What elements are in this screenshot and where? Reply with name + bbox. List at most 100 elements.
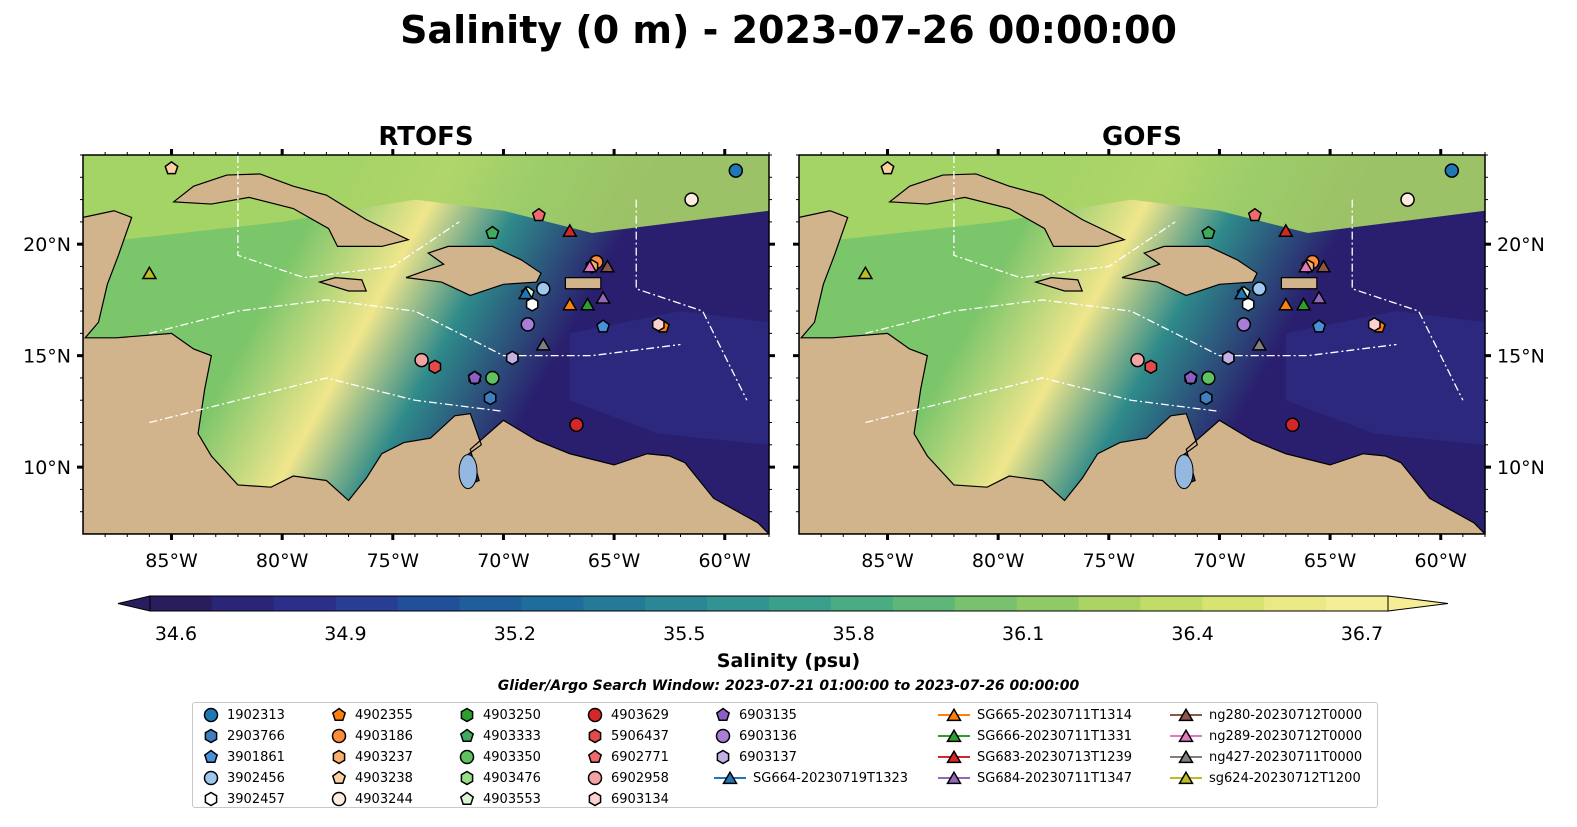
legend-marker-icon <box>332 749 346 765</box>
lake-maracaibo <box>458 454 478 490</box>
legend-marker-icon <box>938 707 970 722</box>
eez-boundary <box>1351 199 1464 401</box>
legend-marker-icon <box>938 728 970 743</box>
marker-6902958 <box>1130 352 1145 368</box>
legend-item: 6902958 <box>585 768 669 788</box>
eez-boundary <box>149 377 504 424</box>
marker-SG683-20230713T1239 <box>1278 223 1294 237</box>
marker-4903244 <box>1400 192 1415 207</box>
legend-marker-icon <box>715 728 731 744</box>
legend-marker-icon <box>459 791 475 806</box>
legend-marker-icon <box>716 749 730 765</box>
legend-triangle-icon <box>722 770 738 785</box>
legend-circle-icon <box>587 707 603 723</box>
legend-item: 3902456 <box>201 768 285 788</box>
legend-triangle-icon <box>946 707 962 722</box>
colorbar-max-extend <box>1387 595 1449 612</box>
legend-triangle-icon <box>1178 770 1194 785</box>
map-frame <box>798 154 1486 535</box>
legend-label: 3901861 <box>227 749 285 765</box>
legend-label: 5906437 <box>611 728 669 744</box>
lon-tick-label: 85°W <box>145 550 198 572</box>
legend-label: SG683-20230713T1239 <box>977 749 1133 765</box>
lon-tick-label: 60°W <box>1415 550 1468 572</box>
marker-3902456 <box>536 281 551 297</box>
marker-6903136 <box>1236 317 1252 332</box>
marker-3902457 <box>1241 297 1255 312</box>
marker-ng427-20230711T0000 <box>535 337 552 351</box>
lon-tick-label: 75°W <box>1083 550 1136 572</box>
legend-item: 4903244 <box>329 789 413 809</box>
lon-tick-label: 80°W <box>972 550 1025 572</box>
marker-4903350 <box>485 370 500 386</box>
land-jamaica <box>1033 277 1084 292</box>
legend-label: 4903476 <box>483 770 541 786</box>
colorbar: 34.6 34.9 35.2 35.5 35.8 36.1 36.4 36.7 <box>117 595 1449 645</box>
legend-item: 6902771 <box>585 747 669 767</box>
marker-ng427-20230711T0000 <box>1251 337 1268 351</box>
legend-marker-icon <box>587 749 603 764</box>
lon-tick-label: 60°W <box>699 550 752 572</box>
colorbar-tick-label: 36.4 <box>1171 623 1213 645</box>
legend-pentagon-icon <box>331 770 347 785</box>
legend-triangle-icon <box>946 770 962 785</box>
legend-item: 6903136 <box>713 726 797 746</box>
legend-pentagon-icon <box>331 707 347 722</box>
marker-sg624-20230712T1200 <box>141 265 158 280</box>
legend-label: 1902313 <box>227 707 285 723</box>
legend-label: 3902456 <box>227 770 285 786</box>
legend-hexagon-icon <box>716 749 730 765</box>
marker-sg624-20230712T1200 <box>857 265 874 280</box>
legend-item: 4903250 <box>457 705 541 725</box>
eez-boundary <box>865 377 1220 424</box>
colorbar-tick-label: 34.6 <box>155 623 197 645</box>
legend-label: SG666-20230711T1331 <box>977 728 1133 744</box>
lon-tick-label: 85°W <box>861 550 914 572</box>
marker-1902313 <box>1444 163 1460 178</box>
salinity-field <box>83 155 769 534</box>
legend-triangle-icon <box>946 749 962 764</box>
legend-marker-icon <box>460 707 474 723</box>
map-panel-rtofs: RTOFS 85°W 80°W 75°W 70°W 65°W 60°W 20°N 15°N 10°… <box>23 122 775 572</box>
marker-SG666-20230711T1331 <box>1295 296 1312 311</box>
legend-item: sg624-20230712T1200 <box>1169 768 1361 788</box>
marker-4903238 <box>880 160 895 175</box>
legend-label: 4903186 <box>355 728 413 744</box>
legend-marker-icon <box>588 728 602 744</box>
legend-label: 4903244 <box>355 791 413 807</box>
lon-tick-label: 80°W <box>256 550 309 572</box>
marker-SG666-20230711T1331 <box>579 296 596 311</box>
marker-6902771 <box>1247 207 1262 222</box>
legend-label: 4903250 <box>483 707 541 723</box>
marker-3902456 <box>1252 281 1267 297</box>
legend-pentagon-icon <box>587 749 603 764</box>
colorbar-tick-label: 34.9 <box>324 623 366 645</box>
legend-label: 4902355 <box>355 707 413 723</box>
panel-title: GOFS <box>1102 122 1182 152</box>
legend-marker-icon <box>1170 749 1202 764</box>
legend-marker-icon <box>587 707 603 723</box>
legend-item: 6903134 <box>585 789 669 809</box>
marker-2903766 <box>483 390 497 406</box>
legend-label: sg624-20230712T1200 <box>1209 770 1361 786</box>
land-jamaica <box>317 277 368 292</box>
land-hispaniola <box>405 245 542 297</box>
legend-item: ng427-20230711T0000 <box>1169 747 1362 767</box>
legend-circle-icon <box>587 770 603 786</box>
lon-tick-label: 70°W <box>1193 550 1246 572</box>
legend-item: 4903553 <box>457 789 541 809</box>
legend-marker-icon <box>460 770 474 786</box>
land-central <box>83 210 769 534</box>
legend-item: 4903629 <box>585 705 669 725</box>
marker-6903135 <box>467 370 482 384</box>
colorbar-tick-label: 36.1 <box>1002 623 1044 645</box>
legend-triangle-icon <box>1178 707 1194 722</box>
marker-SG684-20230711T1347 <box>595 290 611 304</box>
marker-3901861 <box>596 319 611 333</box>
legend-item: 3902457 <box>201 789 285 809</box>
legend-item: ng289-20230712T0000 <box>1169 726 1362 746</box>
legend-circle-icon <box>203 770 219 786</box>
marker-4903238 <box>164 160 179 175</box>
legend-hexagon-icon <box>204 728 218 744</box>
marker-6902958 <box>414 352 429 368</box>
